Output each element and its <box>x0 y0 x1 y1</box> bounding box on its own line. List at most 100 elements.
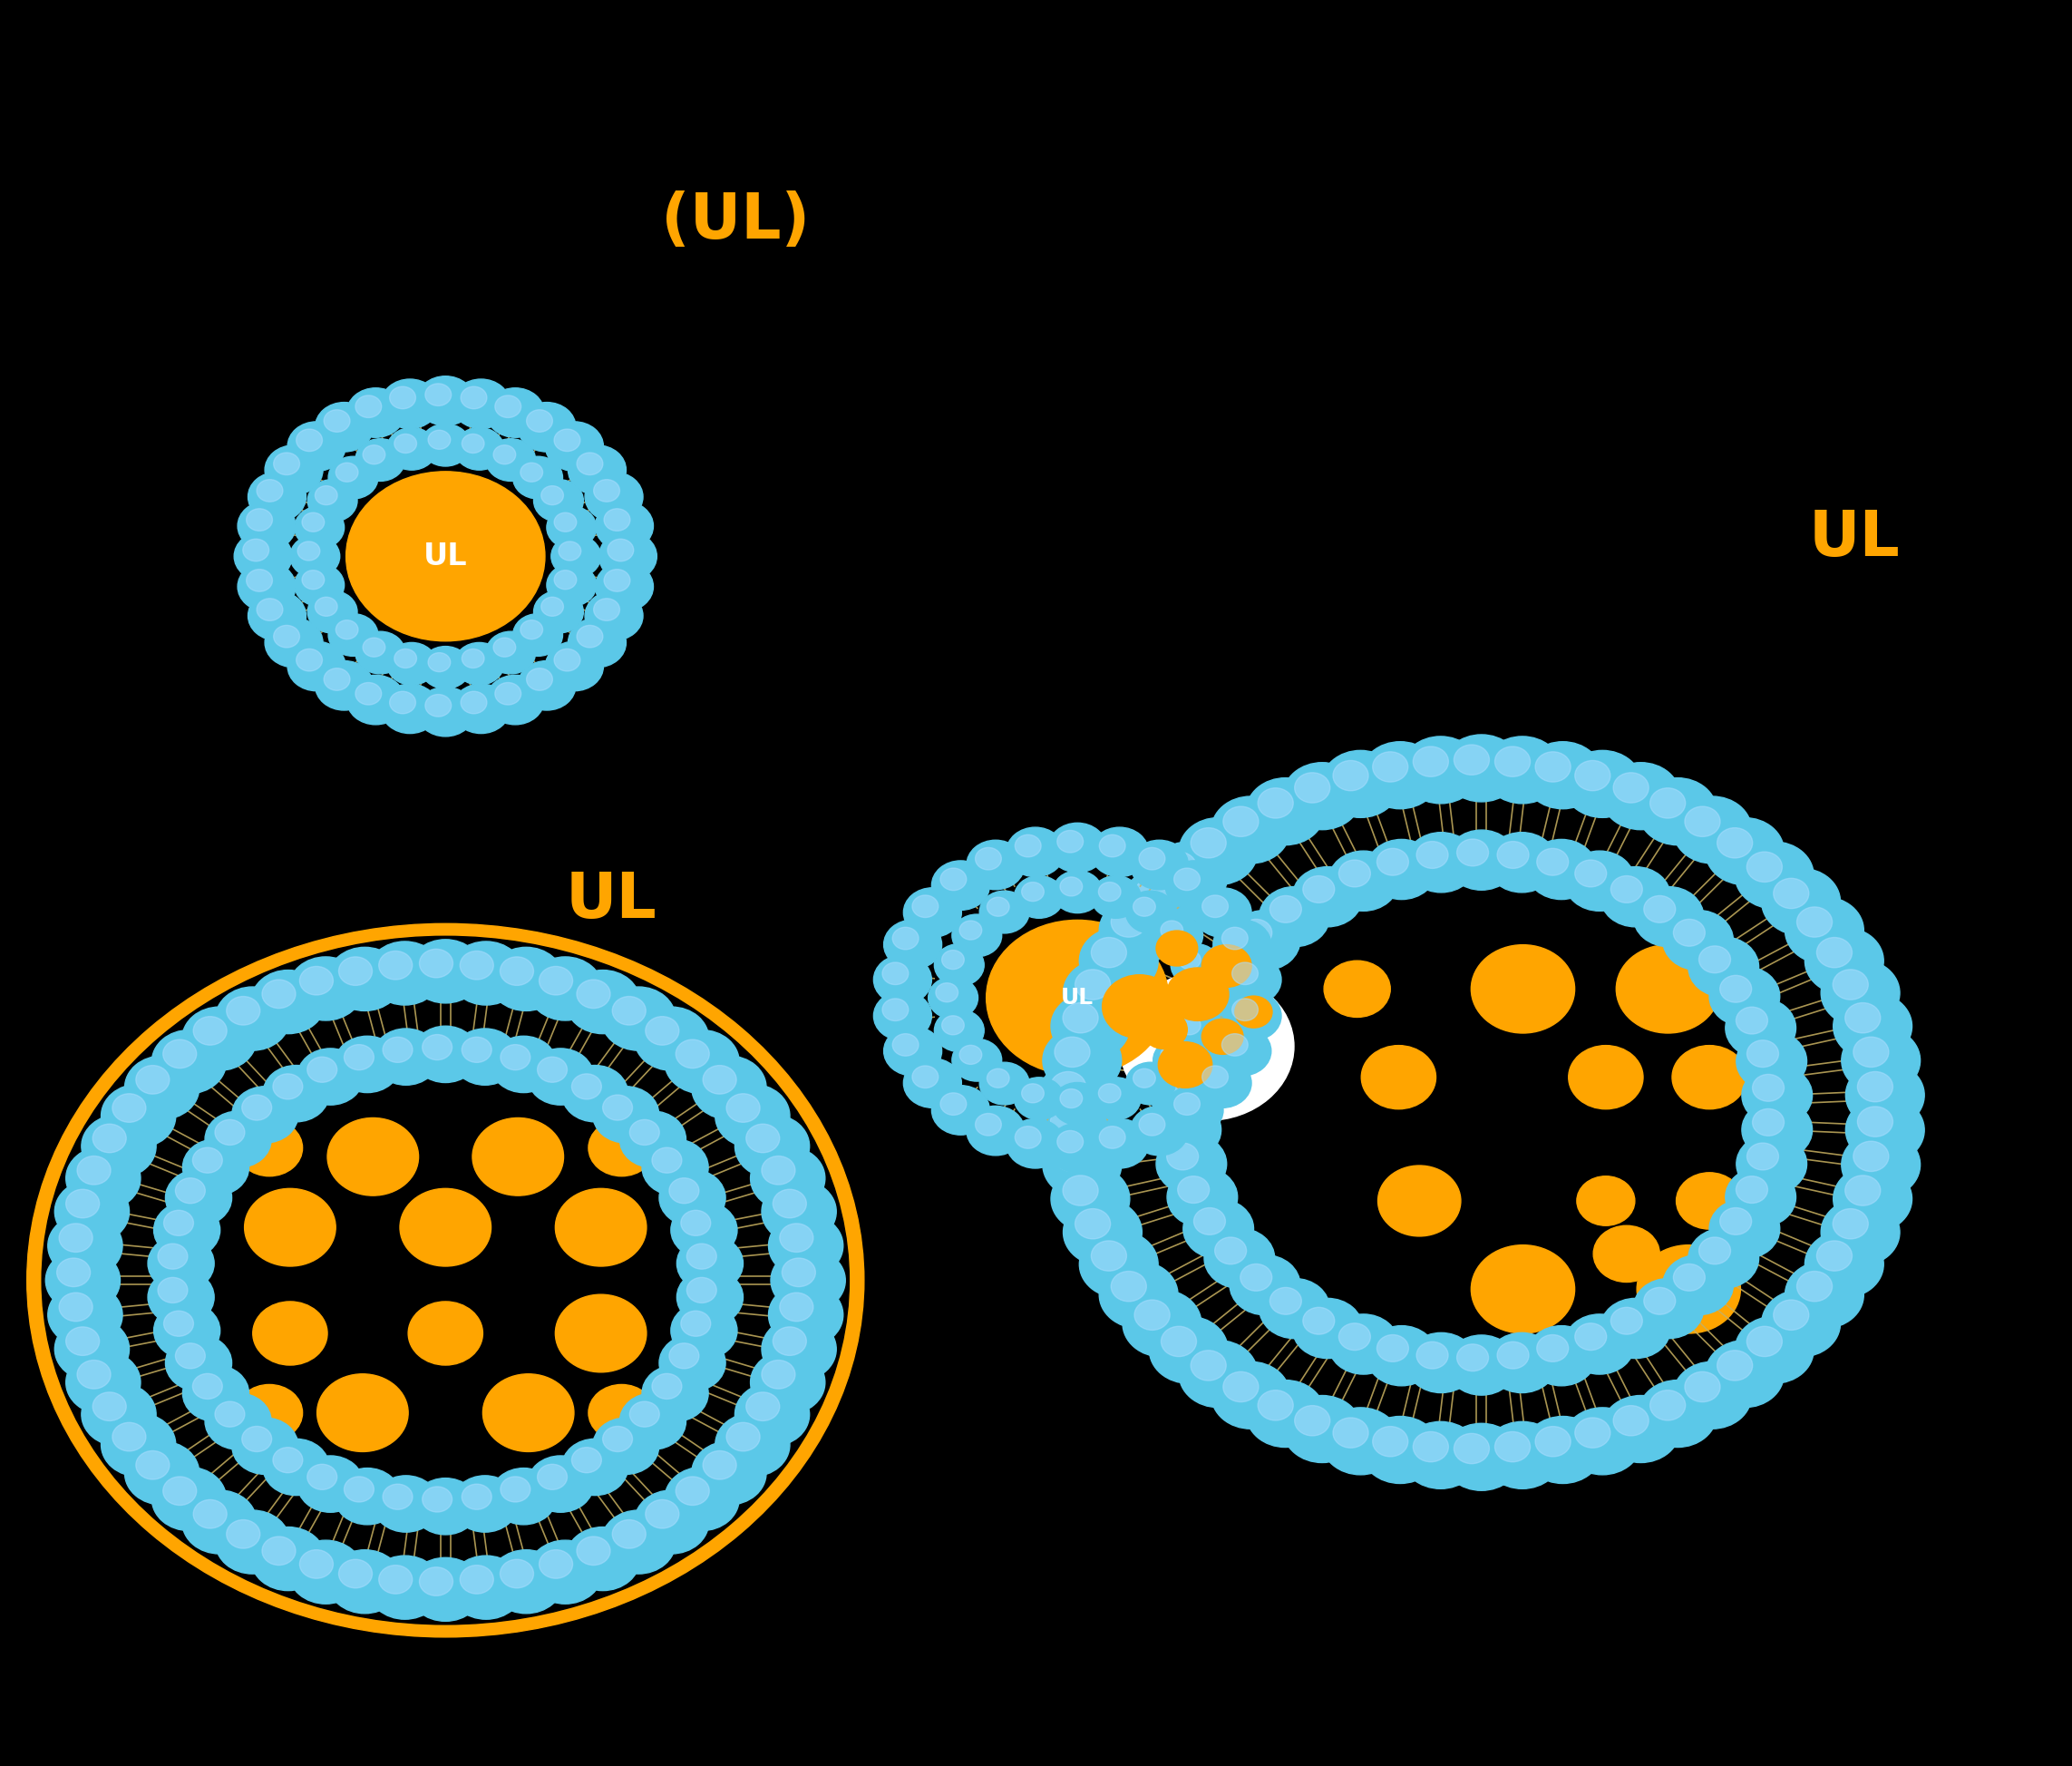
Circle shape <box>562 1065 628 1121</box>
Circle shape <box>750 1351 825 1415</box>
Circle shape <box>336 620 358 639</box>
Circle shape <box>595 480 620 502</box>
Circle shape <box>1260 1279 1330 1339</box>
Circle shape <box>344 1476 373 1503</box>
Circle shape <box>1092 876 1142 918</box>
Circle shape <box>1471 1245 1575 1333</box>
Circle shape <box>238 562 296 611</box>
Circle shape <box>462 1037 491 1063</box>
Circle shape <box>1718 828 1753 858</box>
Circle shape <box>883 962 908 985</box>
Circle shape <box>599 532 657 581</box>
Circle shape <box>1063 1003 1098 1033</box>
Circle shape <box>452 1476 518 1533</box>
Circle shape <box>157 1277 189 1303</box>
Circle shape <box>715 1413 789 1476</box>
Circle shape <box>1140 848 1164 871</box>
Circle shape <box>646 1017 680 1045</box>
Circle shape <box>423 1035 452 1060</box>
Circle shape <box>1222 927 1247 950</box>
Circle shape <box>288 422 346 472</box>
Circle shape <box>495 683 520 705</box>
Circle shape <box>1339 860 1370 887</box>
Circle shape <box>300 966 334 994</box>
Circle shape <box>257 480 282 502</box>
Circle shape <box>1442 735 1521 802</box>
Circle shape <box>976 848 1001 871</box>
Circle shape <box>1535 1427 1571 1457</box>
Circle shape <box>762 1360 796 1388</box>
Circle shape <box>1125 890 1175 932</box>
Circle shape <box>535 590 584 632</box>
Circle shape <box>1685 1372 1720 1402</box>
Circle shape <box>147 1270 213 1326</box>
Circle shape <box>553 570 576 590</box>
Circle shape <box>893 1033 918 1056</box>
Circle shape <box>1844 1003 1881 1033</box>
Circle shape <box>408 1302 483 1365</box>
Circle shape <box>1061 878 1082 895</box>
Circle shape <box>1179 818 1258 885</box>
Circle shape <box>1202 1019 1243 1054</box>
Circle shape <box>253 1302 327 1365</box>
Circle shape <box>1339 1323 1370 1351</box>
Circle shape <box>605 509 630 532</box>
Circle shape <box>1167 968 1229 1021</box>
Circle shape <box>1446 830 1517 890</box>
Circle shape <box>601 1510 675 1574</box>
Circle shape <box>986 897 1009 917</box>
Circle shape <box>307 590 356 632</box>
Circle shape <box>54 1180 128 1243</box>
Circle shape <box>1125 1063 1175 1106</box>
Circle shape <box>323 410 350 433</box>
Circle shape <box>1805 1231 1883 1298</box>
Circle shape <box>1401 1422 1479 1489</box>
Circle shape <box>686 1243 717 1270</box>
Circle shape <box>620 1111 686 1167</box>
Circle shape <box>41 936 850 1625</box>
Circle shape <box>559 542 580 560</box>
Circle shape <box>1150 1316 1229 1383</box>
Circle shape <box>562 1439 628 1496</box>
Circle shape <box>1846 1061 1925 1128</box>
Circle shape <box>1160 920 1183 940</box>
Circle shape <box>692 1056 767 1120</box>
Circle shape <box>539 1551 572 1579</box>
Circle shape <box>1154 1038 1204 1081</box>
Circle shape <box>1857 1107 1894 1137</box>
Circle shape <box>307 479 356 523</box>
Circle shape <box>495 396 520 417</box>
Circle shape <box>164 1210 193 1236</box>
Circle shape <box>1736 1176 1767 1203</box>
Circle shape <box>1535 752 1571 782</box>
Circle shape <box>1718 1351 1753 1381</box>
Circle shape <box>363 445 385 464</box>
Circle shape <box>1600 867 1670 927</box>
Circle shape <box>653 1374 682 1399</box>
Circle shape <box>1158 1042 1212 1088</box>
Circle shape <box>1053 1083 1102 1125</box>
Circle shape <box>1372 1427 1409 1457</box>
Circle shape <box>943 950 963 970</box>
Circle shape <box>193 1499 226 1528</box>
Circle shape <box>870 821 1285 1174</box>
Circle shape <box>1061 1090 1082 1107</box>
Circle shape <box>238 502 296 551</box>
Circle shape <box>1639 1379 1718 1446</box>
Circle shape <box>164 1476 197 1505</box>
Circle shape <box>588 1385 655 1441</box>
Circle shape <box>112 1093 145 1121</box>
Circle shape <box>669 1178 698 1203</box>
Circle shape <box>781 1257 816 1287</box>
Circle shape <box>702 1452 736 1480</box>
Circle shape <box>452 1028 518 1084</box>
Circle shape <box>1562 1408 1641 1475</box>
Circle shape <box>951 915 1001 957</box>
Circle shape <box>1222 1372 1258 1402</box>
Circle shape <box>1100 1127 1125 1148</box>
Circle shape <box>1258 788 1293 818</box>
Circle shape <box>294 563 344 606</box>
Circle shape <box>553 512 576 532</box>
Circle shape <box>1283 1395 1361 1462</box>
Circle shape <box>1133 878 1171 908</box>
